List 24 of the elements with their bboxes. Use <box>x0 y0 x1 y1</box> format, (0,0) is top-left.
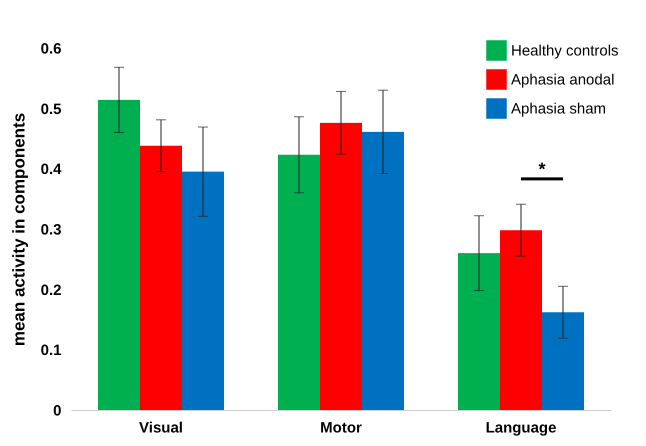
y-tick-label: 0 <box>53 402 62 420</box>
y-tick-label: 0.4 <box>40 161 62 178</box>
bar <box>542 312 584 410</box>
bar <box>182 172 224 410</box>
bar <box>278 154 320 410</box>
bar <box>98 100 140 410</box>
bar <box>362 132 404 410</box>
y-tick-label: 0.6 <box>40 40 62 58</box>
x-tick-label: Language <box>486 420 556 436</box>
y-tick-label: 0.3 <box>40 222 62 238</box>
legend-label: Healthy controls <box>511 42 619 60</box>
y-tick-label: 0.5 <box>40 100 62 118</box>
y-tick-label: 0.2 <box>40 282 62 299</box>
bar <box>320 122 362 410</box>
y-axis-title: mean activity in components <box>10 112 29 346</box>
legend-label: Aphasia anodal <box>511 72 614 88</box>
bar <box>458 253 500 410</box>
x-tick-label: Motor <box>320 420 362 436</box>
legend-label: Aphasia sham <box>511 100 606 118</box>
annotation: * <box>538 158 546 179</box>
bar <box>140 146 182 410</box>
bar <box>500 230 542 410</box>
x-tick-label: Visual <box>139 420 183 436</box>
y-tick-label: 0.1 <box>40 342 62 360</box>
